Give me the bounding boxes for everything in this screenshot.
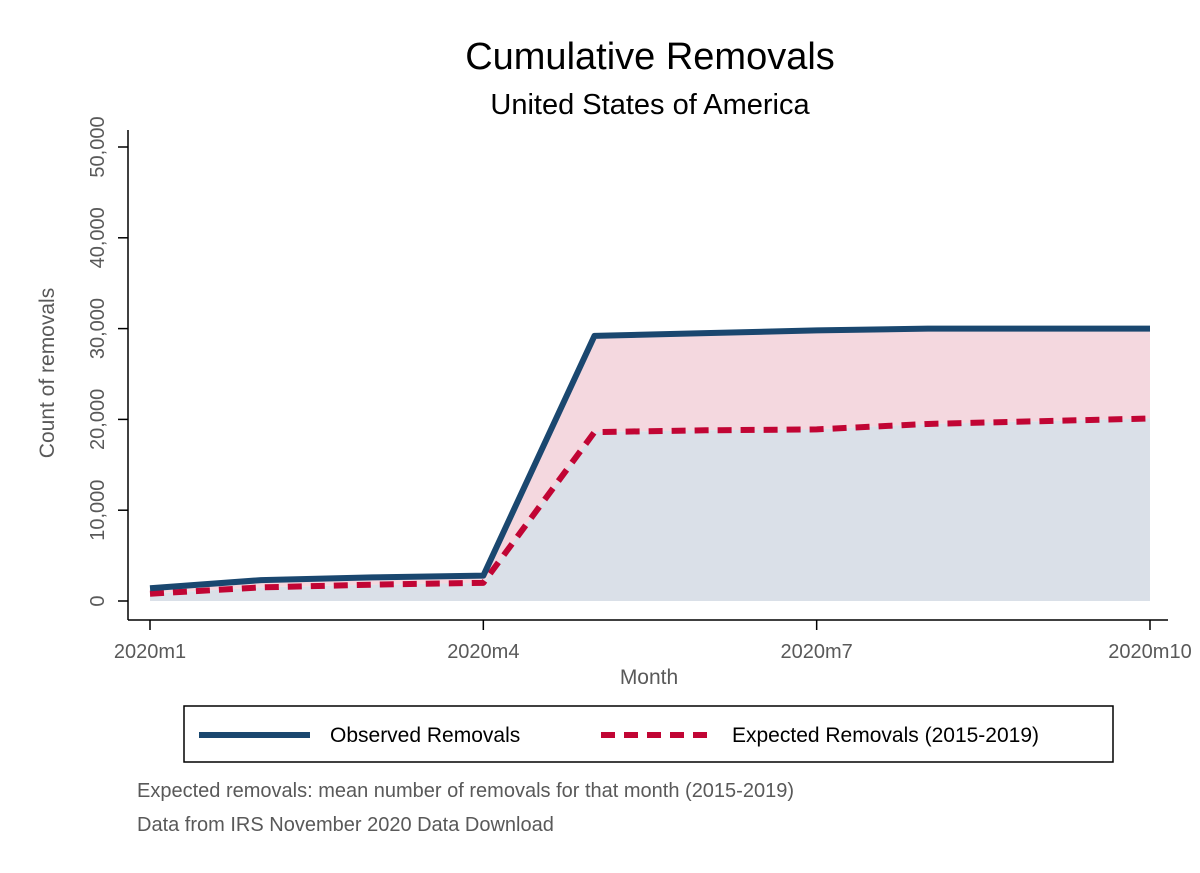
chart-title: Cumulative Removals	[465, 36, 835, 78]
area-layer	[150, 328, 1150, 601]
chart-subtitle: United States of America	[490, 89, 810, 121]
y-tick-label: 0	[87, 595, 109, 606]
y-tick-label: 10,000	[87, 480, 109, 541]
y-tick-label: 20,000	[87, 389, 109, 450]
legend-label-observed: Observed Removals	[330, 724, 520, 747]
y-tick-label: 40,000	[87, 207, 109, 268]
x-tick-label: 2020m1	[114, 641, 186, 663]
line-layer	[149, 325, 1151, 597]
x-tick-label: 2020m7	[781, 641, 853, 663]
legend: Observed Removals Expected Removals (201…	[183, 705, 1114, 763]
legend-label-expected: Expected Removals (2015-2019)	[732, 724, 1039, 747]
series-line-expected	[149, 415, 1151, 597]
x-axis-label: Month	[620, 666, 678, 689]
area-gap-observed-expected	[150, 328, 1150, 594]
series-line-observed	[149, 325, 1150, 592]
x-tick-label: 2020m4	[447, 641, 519, 663]
y-tick-label: 50,000	[87, 116, 109, 177]
y-tick-label: 30,000	[87, 298, 109, 359]
y-axis-label: Count of removals	[36, 288, 59, 458]
note-data-source: Data from IRS November 2020 Data Downloa…	[137, 814, 554, 836]
area-under-expected	[150, 418, 1150, 601]
note-expected-definition: Expected removals: mean number of remova…	[137, 780, 794, 802]
x-axis-ticks: 2020m1 2020m4 2020m7 2020m10	[114, 620, 1192, 663]
y-axis-ticks: 0 10,000 20,000 30,000 40,000 50,000	[87, 116, 128, 607]
x-tick-label: 2020m10	[1108, 641, 1191, 663]
